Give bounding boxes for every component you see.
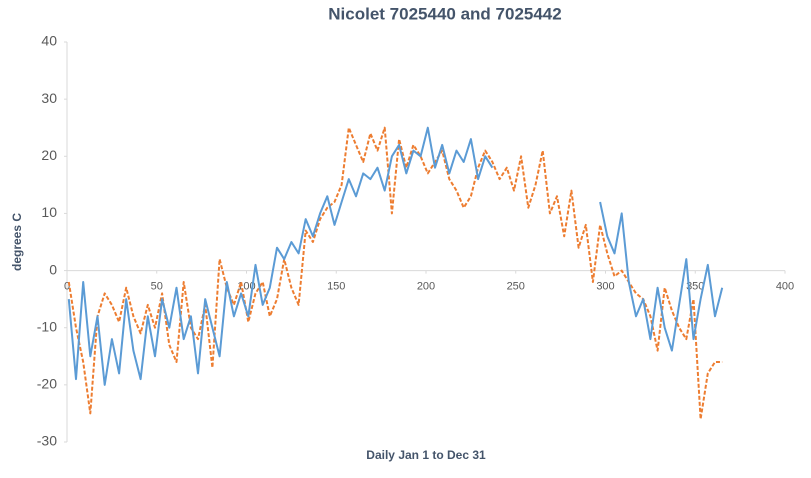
y-tick-label: 30 — [41, 90, 57, 106]
y-tick-label: -20 — [37, 376, 57, 392]
y-tick-label: -30 — [37, 433, 57, 449]
x-tick-label: 350 — [686, 280, 704, 292]
x-tick-label: 150 — [327, 280, 345, 292]
x-tick-label: 300 — [596, 280, 614, 292]
series-line — [67, 126, 724, 386]
y-tick-label: 10 — [41, 204, 57, 220]
y-tick-label: 40 — [41, 33, 57, 49]
y-tick-label: 20 — [41, 147, 57, 163]
x-tick-label: 200 — [417, 280, 435, 292]
y-tick-label: -10 — [37, 318, 57, 334]
x-tick-label: 250 — [507, 280, 525, 292]
y-tick-label: 0 — [49, 261, 57, 277]
x-tick-label: 50 — [151, 280, 163, 292]
x-axis-label: Daily Jan 1 to Dec 31 — [366, 448, 486, 462]
chart-title: Nicolet 7025440 and 7025442 — [328, 4, 561, 23]
x-tick-label: 0 — [64, 280, 70, 292]
x-tick-label: 400 — [776, 280, 794, 292]
series-line — [67, 126, 723, 421]
y-axis-label: degrees C — [10, 213, 24, 271]
